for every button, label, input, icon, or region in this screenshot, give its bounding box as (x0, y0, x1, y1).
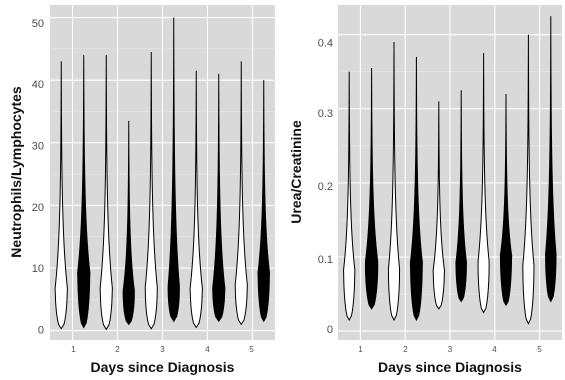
violin-left-series1-day5 (234, 61, 248, 326)
violin-left-series1-day1 (54, 61, 68, 330)
y-tick-label: 30 (32, 141, 44, 153)
violin-right-series1-day3 (432, 101, 446, 310)
y-tick-label: 0.3 (318, 108, 333, 120)
x-tick-label: 4 (492, 345, 497, 354)
y-tick-label: 20 (32, 202, 44, 214)
y-tick-label: 10 (32, 263, 44, 275)
x-tick-label: 3 (160, 345, 165, 354)
grid-right (338, 5, 562, 340)
y-axis-label: Neutrophils/Lymphocytes (8, 86, 24, 258)
y-axis-label: Urea/Creatinine (288, 120, 304, 224)
violin-right-series1-day4 (477, 53, 490, 314)
violin-right-series1-day5 (522, 34, 535, 325)
x-tick-label: 3 (448, 345, 453, 354)
violin-left-series2-day3 (167, 17, 180, 323)
chart-right: 0 0.1 0.2 0.3 0.4 1 2 3 4 5 Days since D… (288, 5, 562, 375)
chart-left: 0 10 20 30 40 50 1 2 3 4 5 Days since Di… (8, 5, 275, 375)
x-tick-label: 1 (358, 345, 363, 354)
x-tick-label: 5 (249, 345, 254, 354)
x-tick-label: 2 (115, 345, 120, 354)
y-tick-label: 0.1 (318, 254, 333, 266)
y-tick-label: 0 (327, 324, 333, 336)
y-tick-label: 0 (38, 325, 44, 337)
violin-right-series1-day1 (343, 71, 356, 322)
y-tick-label: 0.2 (318, 181, 333, 193)
x-axis-label: Days since Diagnosis (91, 359, 235, 375)
violin-left-series2-day1 (77, 55, 91, 329)
x-tick-label: 4 (205, 345, 210, 354)
violin-right-series2-day5 (545, 16, 557, 303)
violin-left-series2-day4 (212, 73, 226, 323)
grid-left (50, 5, 275, 340)
violin-left-series1-day4 (189, 70, 203, 329)
y-tick-label: 50 (32, 18, 44, 30)
violin-right-series2-day4 (499, 93, 513, 307)
violin-left-series1-day2 (99, 55, 113, 331)
x-axis-label: Days since Diagnosis (378, 359, 522, 375)
violins-right (343, 16, 557, 325)
x-tick-label: 5 (537, 345, 542, 354)
violin-left-series2-day5 (257, 80, 271, 323)
y-tick-label: 40 (32, 79, 44, 91)
violin-left-series1-day3 (144, 51, 158, 330)
x-tick-label: 2 (403, 345, 408, 354)
violin-right-series2-day3 (455, 90, 468, 303)
y-tick-label: 0.4 (318, 38, 333, 50)
violin-right-series2-day1 (364, 67, 379, 310)
x-tick-label: 1 (71, 345, 76, 354)
violin-left-series2-day2 (122, 120, 135, 326)
violin-right-series1-day2 (387, 42, 401, 322)
violins-left (54, 17, 271, 331)
violin-right-series2-day2 (409, 56, 423, 322)
